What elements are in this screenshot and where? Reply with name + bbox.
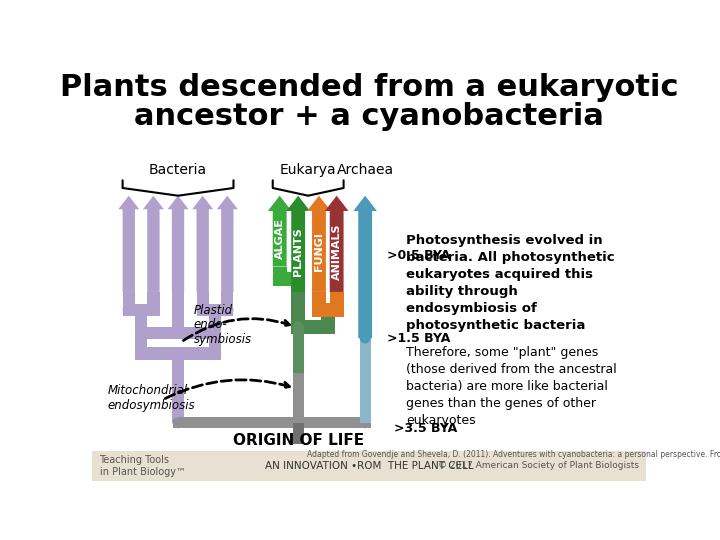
Polygon shape — [217, 195, 238, 292]
Circle shape — [197, 303, 209, 316]
Bar — [178, 327, 215, 339]
Bar — [203, 303, 228, 316]
Text: >0.5 BYA: >0.5 BYA — [387, 249, 450, 262]
Polygon shape — [143, 195, 164, 292]
Circle shape — [173, 417, 184, 428]
Circle shape — [148, 303, 160, 316]
Bar — [360, 338, 371, 423]
Text: >1.5 BYA: >1.5 BYA — [387, 332, 450, 345]
Polygon shape — [118, 195, 139, 292]
Text: ORIGIN OF LIFE: ORIGIN OF LIFE — [233, 433, 364, 448]
Text: ALGAE: ALGAE — [275, 218, 284, 259]
Text: © 2017 American Society of Plant Biologists: © 2017 American Society of Plant Biologi… — [438, 462, 639, 470]
Polygon shape — [168, 195, 189, 292]
Text: Photosynthesis evolved in
bacteria. All photosynthetic
eukaryotes acquired this
: Photosynthesis evolved in bacteria. All … — [406, 234, 615, 332]
Circle shape — [273, 272, 287, 286]
Text: Plastid
endo-
symbiosis: Plastid endo- symbiosis — [194, 303, 251, 347]
Circle shape — [122, 303, 135, 316]
Polygon shape — [287, 195, 310, 292]
Polygon shape — [325, 195, 348, 292]
Bar — [197, 292, 209, 316]
Bar — [141, 347, 215, 360]
Text: Archaea: Archaea — [336, 163, 394, 177]
Bar — [330, 292, 343, 316]
Bar — [360, 419, 371, 428]
Bar — [291, 286, 305, 292]
Bar — [172, 292, 184, 339]
Circle shape — [312, 303, 326, 316]
Bar — [135, 309, 148, 339]
Bar — [135, 333, 148, 360]
Bar — [273, 267, 287, 286]
Bar — [92, 451, 647, 481]
Bar — [293, 419, 304, 428]
Bar — [279, 272, 298, 286]
Bar — [209, 309, 221, 339]
Bar — [293, 423, 304, 444]
Circle shape — [321, 320, 335, 334]
Text: Bacteria: Bacteria — [149, 163, 207, 177]
Bar — [148, 292, 160, 316]
Bar — [141, 327, 178, 339]
Bar — [293, 327, 304, 373]
Circle shape — [135, 347, 147, 360]
Polygon shape — [307, 195, 330, 292]
Circle shape — [135, 327, 147, 339]
Circle shape — [209, 327, 221, 339]
Circle shape — [330, 303, 343, 316]
Text: >3.5 BYA: >3.5 BYA — [395, 422, 458, 435]
Bar — [291, 286, 305, 292]
Bar — [319, 303, 337, 316]
Bar — [293, 419, 304, 428]
Circle shape — [360, 333, 371, 343]
Circle shape — [360, 417, 371, 428]
Circle shape — [221, 303, 233, 316]
Bar — [178, 417, 298, 428]
Text: ancestor + a cyanobacteria: ancestor + a cyanobacteria — [134, 102, 604, 131]
Circle shape — [291, 272, 305, 286]
Polygon shape — [354, 195, 377, 338]
Circle shape — [293, 417, 304, 428]
Text: Therefore, some "plant" genes
(those derived from the ancestral
bacteria) are mo: Therefore, some "plant" genes (those der… — [406, 346, 617, 427]
Polygon shape — [192, 195, 213, 292]
Text: Mitochondrial
endosymbiosis: Mitochondrial endosymbiosis — [107, 384, 195, 413]
Bar — [172, 292, 184, 339]
Bar — [298, 320, 328, 334]
Text: AN INNOVATION •ROM  THE PLANT CELL: AN INNOVATION •ROM THE PLANT CELL — [265, 461, 473, 471]
Text: Adapted from Govendje and Shevela, D. (2011). Adventures with cyanobacteria: a p: Adapted from Govendje and Shevela, D. (2… — [307, 450, 720, 459]
Bar — [173, 419, 184, 428]
Circle shape — [172, 347, 184, 360]
Circle shape — [293, 417, 304, 428]
Bar — [291, 292, 305, 334]
Bar — [293, 373, 304, 423]
Bar — [172, 354, 184, 423]
Bar — [321, 309, 335, 334]
Text: FUNGI: FUNGI — [314, 232, 324, 271]
Bar — [312, 292, 326, 316]
Bar — [209, 333, 221, 360]
Circle shape — [209, 347, 221, 360]
Bar — [122, 292, 135, 316]
Text: Teaching Tools
in Plant Biology™: Teaching Tools in Plant Biology™ — [99, 455, 185, 477]
Bar — [129, 303, 153, 316]
Text: ANIMALS: ANIMALS — [332, 223, 342, 280]
Bar — [298, 417, 365, 428]
Circle shape — [291, 320, 305, 334]
Bar — [221, 292, 233, 316]
Text: PLANTS: PLANTS — [293, 227, 303, 276]
Polygon shape — [268, 195, 292, 267]
Circle shape — [172, 327, 184, 339]
Text: Eukarya: Eukarya — [280, 163, 336, 177]
Text: Plants descended from a eukaryotic: Plants descended from a eukaryotic — [60, 72, 678, 102]
Circle shape — [293, 321, 304, 332]
Circle shape — [172, 327, 184, 339]
